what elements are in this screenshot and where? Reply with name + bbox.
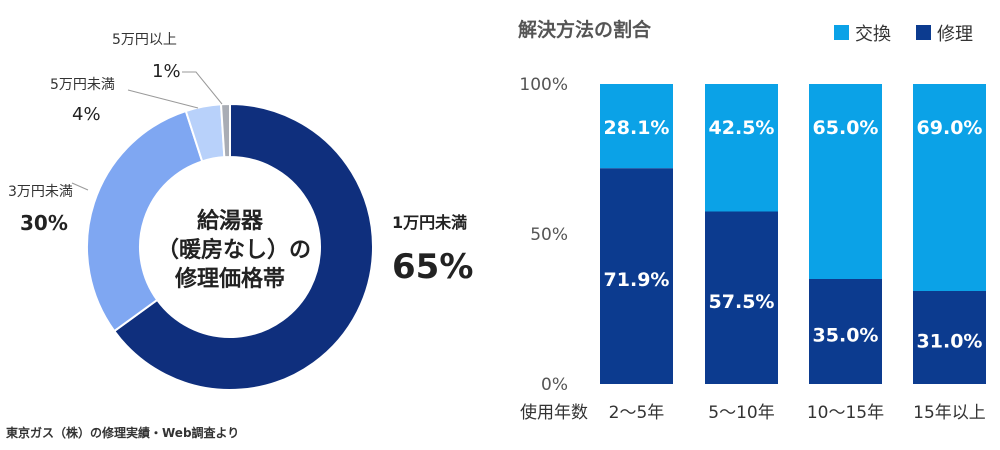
legend-label-repair: 修理 — [937, 24, 973, 45]
data-label-exchange-3: 65.0% — [813, 117, 879, 139]
x-tick-label-4: 15年以上 — [913, 403, 986, 423]
x-axis-title: 使用年数 — [520, 402, 588, 423]
donut-center-line-3: 修理価格帯 — [174, 266, 285, 292]
data-label-repair-1: 71.9% — [604, 269, 670, 291]
data-label-repair-3: 35.0% — [813, 325, 879, 347]
x-tick-label-2: 5～10年 — [708, 403, 774, 423]
leader-lines — [71, 71, 223, 191]
y-tick-label-100: 100% — [519, 75, 568, 95]
legend-label-exchange: 交換 — [855, 24, 891, 45]
x-tick-label-3: 10～15年 — [807, 403, 884, 423]
data-label-exchange-2: 42.5% — [709, 117, 775, 139]
slice-value-1man: 65% — [392, 247, 473, 287]
legend: 交換 修理 — [834, 24, 973, 45]
legend-swatch-repair — [916, 25, 931, 40]
source-note: 東京ガス（株）の修理実績・Web調査より — [6, 425, 239, 440]
y-tick-label-50: 50% — [530, 225, 568, 245]
donut-slice-4 — [219, 102, 231, 159]
donut-center-line-2: （暖房なし）の — [157, 237, 311, 263]
bar-exchange-4 — [913, 84, 986, 291]
slice-value-5man-over: 1% — [152, 61, 181, 82]
stacked-bar-chart: 0% 50% 100% 28.1% 71.9% 2～5年 42.5% 57.5% 5～10年 65… — [519, 75, 986, 423]
donut-slice-2 — [86, 109, 204, 333]
bar-exchange-1 — [600, 84, 673, 169]
slice-label-1man: 1万円未満 — [392, 213, 467, 232]
slice-value-5man-under: 4% — [72, 104, 101, 125]
data-label-exchange-4: 69.0% — [917, 117, 983, 139]
bar-repair-2 — [705, 211, 778, 384]
donut-center-label: 給湯器 （暖房なし）の 修理価格帯 — [157, 208, 311, 292]
bar-repair-4 — [913, 291, 986, 384]
slice-value-3man: 30% — [20, 211, 68, 235]
donut-slice-1 — [112, 102, 374, 391]
slice-label-3man: 3万円未満 — [8, 184, 73, 200]
data-label-repair-2: 57.5% — [709, 291, 775, 313]
bar-chart-title: 解決方法の割合 — [518, 18, 652, 41]
legend-swatch-exchange — [834, 25, 849, 40]
slice-label-5man-over: 5万円以上 — [112, 32, 177, 48]
x-tick-label-1: 2～5年 — [609, 403, 665, 423]
bar-exchange-3 — [809, 84, 882, 279]
y-tick-label-0: 0% — [541, 375, 568, 395]
leader-line-5man-over — [182, 71, 223, 105]
donut-center-line-1: 給湯器 — [197, 208, 264, 234]
bar-repair-3 — [809, 279, 882, 384]
bar-repair-1 — [600, 168, 673, 384]
leader-line-5man-under — [127, 89, 199, 109]
data-label-exchange-1: 28.1% — [604, 117, 670, 139]
slice-label-5man-under: 5万円未満 — [50, 77, 115, 93]
bar-exchange-2 — [705, 84, 778, 212]
data-label-repair-4: 31.0% — [917, 331, 983, 353]
leader-line-3man — [71, 182, 89, 191]
